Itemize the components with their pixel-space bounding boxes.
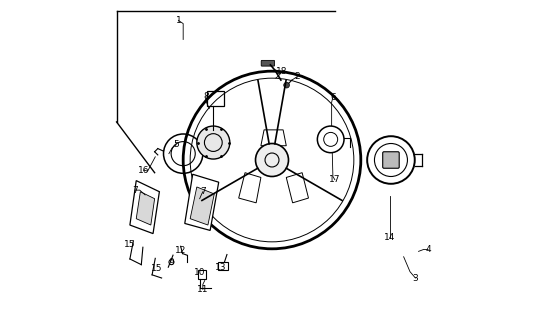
Polygon shape [190, 187, 214, 225]
Text: 4: 4 [425, 245, 431, 254]
Bar [199, 270, 206, 279]
Text: 13: 13 [215, 263, 226, 272]
Text: 15: 15 [151, 264, 162, 273]
Text: 15: 15 [124, 240, 135, 249]
Text: 17: 17 [329, 175, 341, 184]
Polygon shape [239, 173, 261, 203]
Text: 6: 6 [330, 93, 336, 102]
Text: 11: 11 [197, 285, 208, 294]
Polygon shape [185, 174, 219, 230]
Circle shape [197, 126, 230, 159]
Circle shape [284, 82, 289, 88]
Text: 10: 10 [194, 268, 206, 277]
FancyBboxPatch shape [383, 152, 399, 168]
Text: 3: 3 [412, 274, 418, 283]
Text: 8: 8 [203, 92, 209, 101]
Polygon shape [286, 173, 308, 203]
Polygon shape [261, 130, 286, 146]
FancyBboxPatch shape [261, 60, 275, 66]
Text: 12: 12 [175, 246, 187, 255]
Text: 7: 7 [200, 187, 206, 196]
Polygon shape [218, 262, 228, 270]
Text: 9: 9 [169, 258, 174, 267]
Text: 7: 7 [132, 186, 138, 195]
Text: 1: 1 [176, 16, 181, 25]
Text: 16: 16 [138, 166, 149, 175]
Polygon shape [130, 180, 159, 234]
Polygon shape [136, 192, 154, 225]
Circle shape [256, 143, 288, 177]
Text: 5: 5 [174, 140, 179, 149]
Text: 2: 2 [294, 72, 300, 81]
Bar [207, 91, 225, 106]
Text: 18: 18 [276, 67, 288, 76]
Text: 14: 14 [384, 233, 395, 242]
